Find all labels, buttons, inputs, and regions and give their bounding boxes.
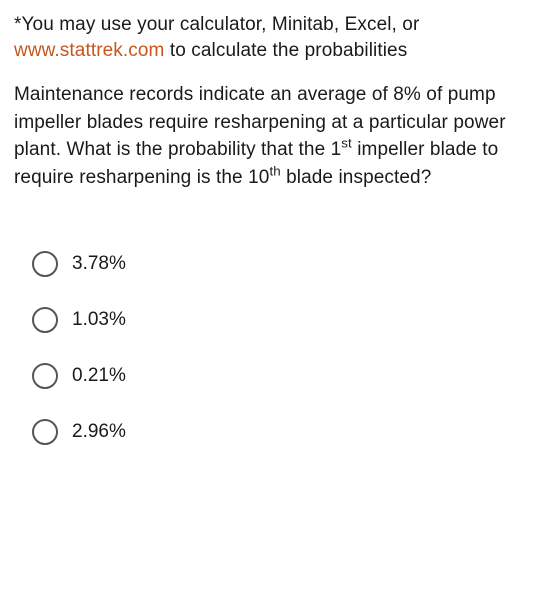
option-b[interactable]: 1.03%	[32, 307, 545, 333]
instruction-prefix: *You may use your calculator, Minitab, E…	[14, 14, 419, 35]
radio-icon	[32, 363, 58, 389]
option-label: 2.96%	[72, 421, 126, 443]
radio-icon	[32, 251, 58, 277]
instruction-text: *You may use your calculator, Minitab, E…	[14, 12, 545, 63]
question-sup1: st	[341, 136, 352, 151]
option-label: 0.21%	[72, 365, 126, 387]
option-a[interactable]: 3.78%	[32, 251, 545, 277]
option-label: 1.03%	[72, 309, 126, 331]
question-part3: blade inspected?	[281, 167, 432, 188]
radio-icon	[32, 307, 58, 333]
option-d[interactable]: 2.96%	[32, 419, 545, 445]
radio-icon	[32, 419, 58, 445]
question-sup2: th	[269, 164, 280, 179]
question-text: Maintenance records indicate an average …	[14, 81, 545, 191]
instruction-suffix: to calculate the probabilities	[164, 40, 407, 61]
stattrek-link[interactable]: www.stattrek.com	[14, 40, 164, 61]
option-label: 3.78%	[72, 253, 126, 275]
option-c[interactable]: 0.21%	[32, 363, 545, 389]
options-group: 3.78% 1.03% 0.21% 2.96%	[14, 251, 545, 445]
